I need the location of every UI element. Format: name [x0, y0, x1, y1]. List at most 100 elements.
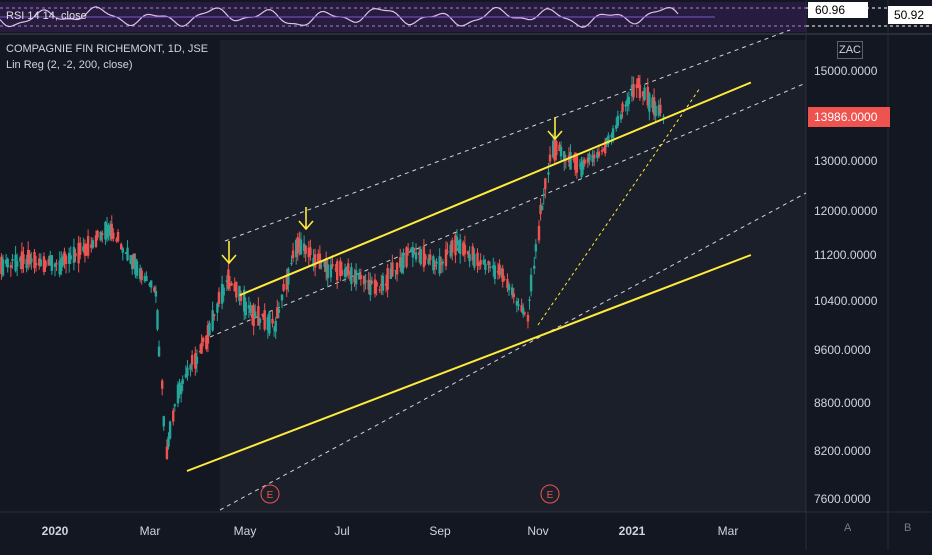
candle-body	[307, 247, 311, 258]
candle-body	[384, 283, 388, 286]
arrow-down-icon	[221, 241, 237, 265]
candle-body	[526, 314, 530, 322]
candle-body	[610, 134, 613, 137]
y-tick-label: 15000.0000	[814, 64, 878, 78]
candle-body	[220, 283, 224, 304]
candle-body	[488, 266, 492, 268]
candle-body	[72, 246, 76, 263]
candle-body	[105, 224, 109, 239]
candle-body	[312, 257, 315, 267]
candle-body	[446, 251, 449, 253]
candle-body	[143, 276, 147, 282]
candle-body	[399, 257, 402, 268]
candle-body	[429, 254, 432, 261]
candle-body	[411, 247, 415, 258]
candle-body	[600, 150, 604, 152]
candle-body	[208, 322, 211, 336]
candle-body	[53, 263, 57, 267]
candle-body	[272, 328, 276, 330]
candle-body	[154, 290, 158, 297]
candle-body	[558, 144, 561, 151]
candle-body	[69, 255, 72, 260]
candle-body	[523, 312, 526, 314]
candle-body	[296, 237, 299, 254]
candle-body	[50, 255, 54, 271]
candle-body	[184, 373, 188, 378]
candle-body	[597, 151, 601, 157]
candle-body	[33, 251, 36, 269]
candle-body	[302, 243, 306, 251]
candle-body	[343, 268, 347, 277]
candle-body	[238, 285, 241, 301]
candle-body	[101, 233, 104, 235]
candle-body	[476, 252, 479, 266]
candle-body	[323, 260, 326, 267]
candle-body	[637, 78, 640, 88]
candle-body	[449, 244, 452, 257]
candle-body	[616, 115, 620, 126]
candle-body	[257, 306, 260, 326]
candle-body	[463, 244, 467, 254]
candle-body	[179, 384, 183, 395]
candle-body	[4, 259, 8, 264]
candle-body	[373, 279, 377, 294]
candle-body	[522, 307, 525, 315]
candle-body	[378, 289, 381, 291]
candle-body	[632, 84, 635, 98]
candle-body	[55, 263, 58, 265]
candle-body	[559, 146, 563, 157]
candle-body	[216, 303, 219, 313]
candle-body	[79, 242, 82, 255]
candle-body	[507, 284, 511, 291]
candle-body	[120, 244, 123, 250]
indicator-label[interactable]: Lin Reg (2, -2, 200, close)	[6, 59, 133, 71]
rsi-label: RSI 14 14, close	[6, 10, 87, 22]
candle-body	[517, 304, 520, 306]
b-button[interactable]: B	[904, 522, 912, 534]
candle-body	[91, 240, 95, 248]
candle-body	[326, 264, 329, 279]
candle-body	[82, 246, 85, 252]
candle-body	[553, 139, 556, 161]
candle-body	[468, 254, 471, 262]
candle-body	[124, 252, 128, 254]
candle-body	[115, 239, 118, 242]
candle-body	[331, 264, 334, 267]
y-tick-label: 13000.0000	[814, 154, 878, 168]
candle-body	[282, 283, 285, 291]
candle-body	[205, 335, 208, 349]
candle-body	[406, 248, 410, 251]
candle-body	[651, 97, 654, 108]
candle-body	[149, 280, 153, 288]
candle-body	[364, 280, 367, 283]
candle-body	[132, 253, 136, 268]
auto-scale-button[interactable]: A	[844, 522, 852, 534]
candle-body	[389, 268, 392, 279]
currency-badge[interactable]: ZAC	[837, 41, 863, 59]
candle-body	[563, 151, 566, 162]
candle-body	[402, 252, 405, 269]
candle-body	[457, 247, 460, 251]
arrow-down-icon	[298, 207, 314, 231]
earnings-marker-label: E	[267, 490, 274, 501]
candle-body	[86, 236, 90, 256]
candle-body	[83, 243, 87, 256]
candle-body	[537, 225, 541, 241]
candle-body	[473, 254, 476, 268]
candle-body	[285, 276, 288, 290]
candle-body	[280, 294, 284, 301]
candle-body	[324, 258, 328, 273]
candle-body	[529, 274, 533, 292]
candle-body	[575, 155, 579, 173]
candle-body	[433, 264, 437, 267]
candle-body	[400, 259, 404, 273]
candle-body	[542, 194, 545, 196]
candle-body	[247, 305, 251, 309]
candle-body	[291, 250, 295, 259]
candle-body	[6, 258, 9, 268]
candle-body	[348, 272, 352, 275]
candle-body	[627, 96, 631, 105]
candle-body	[233, 283, 236, 292]
